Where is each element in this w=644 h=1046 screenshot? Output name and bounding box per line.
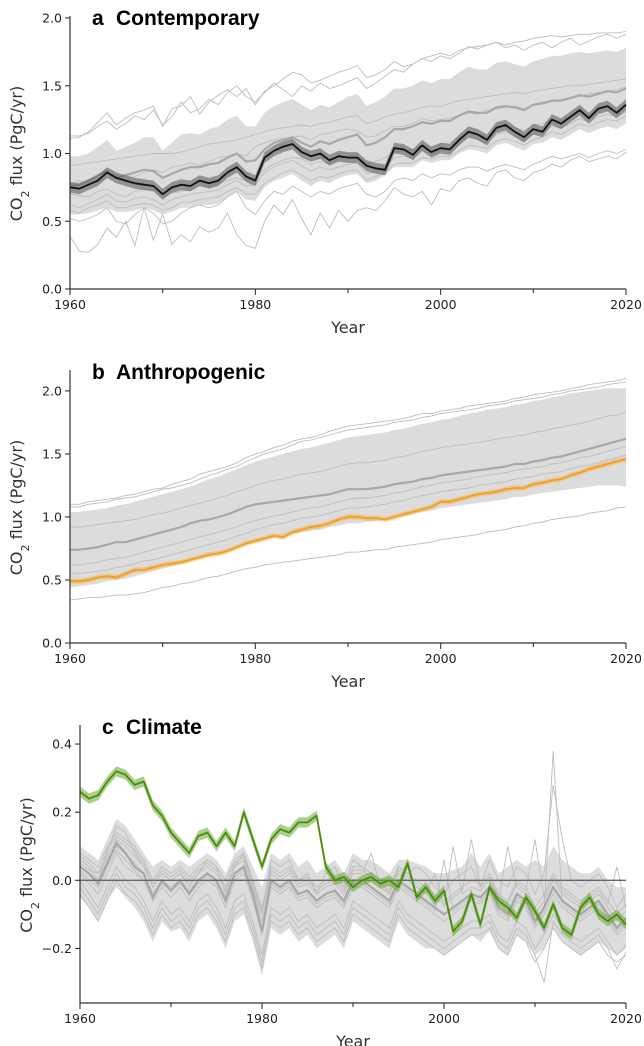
model-series-line xyxy=(69,78,627,167)
x-axis-title: Year xyxy=(330,318,365,337)
x-tick-label: 2000 xyxy=(425,297,457,312)
main-series-line xyxy=(79,770,627,936)
y-tick-label: 0.4 xyxy=(52,737,72,752)
panel-letter: a xyxy=(92,7,104,30)
ensemble-range-band xyxy=(80,819,626,976)
y-tick-label: 1.5 xyxy=(42,78,62,93)
model-series-line xyxy=(70,381,627,508)
y-axis-title: CO2 flux (PgC/yr) xyxy=(7,86,32,222)
panel-title: Climate xyxy=(126,716,202,739)
y-tick-label: 2.0 xyxy=(42,11,62,26)
panel-title: Contemporary xyxy=(116,7,260,30)
x-tick-label: 1960 xyxy=(64,1011,96,1026)
panel-b: 0.0 0.5 1.0 1.5 2.0 1960 1980 2000 2020 Year CO2 f… xyxy=(7,361,642,691)
y-tick-label: 0.0 xyxy=(52,873,72,888)
y-tick-label: 0.5 xyxy=(42,572,62,587)
x-tick-label: 2000 xyxy=(425,651,457,666)
ensemble-mean-line xyxy=(70,437,627,551)
model-series-line xyxy=(69,115,627,214)
x-tick-label: 2020 xyxy=(610,297,642,312)
y-tick-label: −0.2 xyxy=(42,941,72,956)
x-axis-title: Year xyxy=(335,1032,370,1046)
y-tick-label: 0.2 xyxy=(52,805,72,820)
model-series-line xyxy=(70,411,627,528)
panel-letter: c xyxy=(102,716,114,739)
main-series-line xyxy=(70,458,627,583)
main-series-line xyxy=(69,104,627,196)
x-tick-label: 1980 xyxy=(239,651,271,666)
x-axis-title: Year xyxy=(330,672,365,691)
y-tick-label: 1.0 xyxy=(42,509,62,524)
x-tick-label: 2020 xyxy=(610,1011,642,1026)
ensemble-mean-line xyxy=(69,87,627,188)
y-tick-label: 0.5 xyxy=(42,214,62,229)
panel-c: −0.2 0.0 0.2 0.4 1960 1980 2000 2020 Year CO2 flu… xyxy=(17,716,642,1046)
x-tick-label: 1960 xyxy=(54,297,86,312)
model-series-line xyxy=(69,31,627,140)
y-tick-label: 1.5 xyxy=(42,446,62,461)
ensemble-range-band xyxy=(70,47,626,215)
y-tick-label: 0.0 xyxy=(42,282,62,297)
panel-a: 0.0 0.5 1.0 1.5 2.0 1960 1980 2000 2020 Year CO2 f… xyxy=(7,7,642,337)
model-series-line xyxy=(79,865,627,957)
model-series-line xyxy=(69,148,627,225)
panel-letter: b xyxy=(92,361,105,384)
model-series-line xyxy=(79,835,627,913)
panel-title: Anthropogenic xyxy=(116,361,266,384)
model-series-line xyxy=(69,506,627,601)
x-tick-label: 1980 xyxy=(246,1011,278,1026)
model-series-line xyxy=(79,872,627,983)
y-tick-label: 0.0 xyxy=(42,636,62,651)
x-tick-label: 2020 xyxy=(610,651,642,666)
model-series-line xyxy=(69,151,627,253)
x-tick-label: 2000 xyxy=(428,1011,460,1026)
y-axis-title: CO2 flux (PgC/yr) xyxy=(7,440,32,576)
y-tick-label: 1.0 xyxy=(42,146,62,161)
model-series-line xyxy=(70,445,627,566)
y-tick-label: 2.0 xyxy=(42,383,62,398)
x-tick-label: 1960 xyxy=(54,651,86,666)
model-series-line xyxy=(79,879,627,970)
model-series-line xyxy=(70,33,627,137)
model-series-line xyxy=(70,377,627,505)
x-tick-label: 1980 xyxy=(239,297,271,312)
ensemble-range-band xyxy=(70,388,626,588)
y-axis-title: CO2 flux (PgC/yr) xyxy=(17,797,42,933)
model-series-line xyxy=(70,454,627,575)
